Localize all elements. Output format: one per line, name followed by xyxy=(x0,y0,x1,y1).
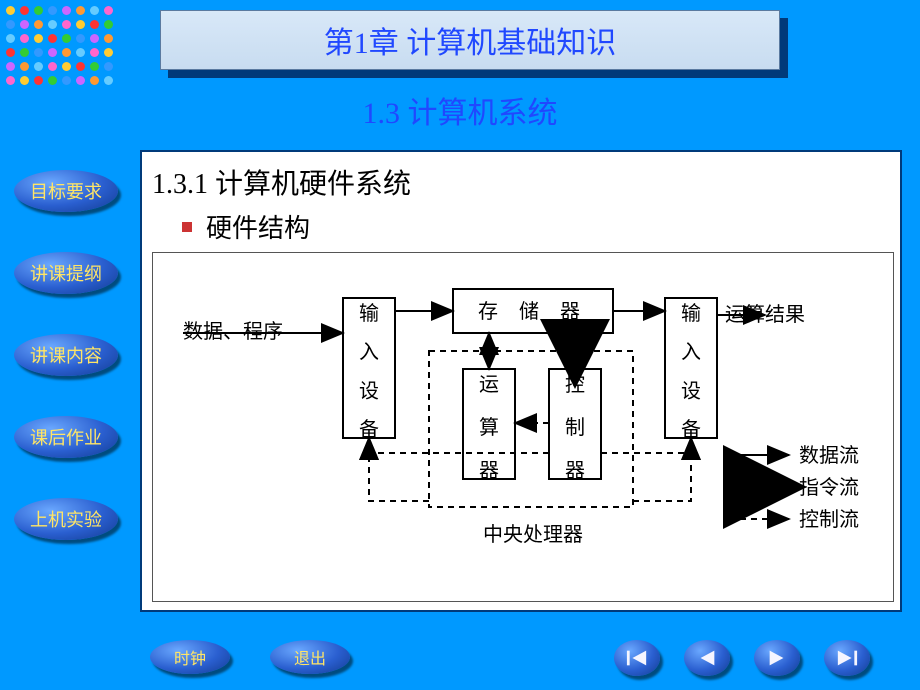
svg-text:数据、程序: 数据、程序 xyxy=(183,320,283,343)
nav-outline[interactable]: 讲课提纲 xyxy=(14,252,118,294)
sidebar-nav: 目标要求 讲课提纲 讲课内容 课后作业 上机实验 xyxy=(14,170,118,540)
exit-button[interactable]: 退出 xyxy=(270,640,350,674)
nav-goals[interactable]: 目标要求 xyxy=(14,170,118,212)
nav-homework[interactable]: 课后作业 xyxy=(14,416,118,458)
svg-text:制: 制 xyxy=(565,416,585,439)
svg-text:运: 运 xyxy=(479,374,499,396)
bottom-controls: 时钟 退出 xyxy=(150,640,350,674)
svg-text:器: 器 xyxy=(479,460,499,482)
nav-lab[interactable]: 上机实验 xyxy=(14,498,118,540)
decoration-dots xyxy=(6,6,115,87)
chapter-banner: 第1章 计算机基础知识 xyxy=(160,10,780,70)
clock-button[interactable]: 时钟 xyxy=(150,640,230,674)
svg-text:备: 备 xyxy=(681,418,701,441)
svg-text:备: 备 xyxy=(359,418,379,441)
svg-text:数据流: 数据流 xyxy=(799,444,859,467)
svg-text:指令流: 指令流 xyxy=(799,476,859,499)
hardware-structure-diagram: 数据、程序输入设备存 储 器运算器控制器输入设备运算结果中央处理器数据流指令流控… xyxy=(152,252,894,602)
svg-text:器: 器 xyxy=(565,460,585,482)
svg-text:中央处理器: 中央处理器 xyxy=(483,523,583,546)
bullet-text: 硬件结构 xyxy=(206,208,310,245)
nav-content[interactable]: 讲课内容 xyxy=(14,334,118,376)
svg-text:控制流: 控制流 xyxy=(799,508,859,531)
content-panel: 1.3.1 计算机硬件系统 硬件结构 数据、程序输入设备存 储 器运算器控制器输… xyxy=(140,150,902,612)
first-button[interactable] xyxy=(614,640,660,676)
svg-text:输: 输 xyxy=(359,302,379,325)
bullet-item: 硬件结构 xyxy=(142,208,900,245)
section-number-title: 1.3 计算机系统 xyxy=(0,88,920,132)
next-button[interactable] xyxy=(754,640,800,676)
subsection-title: 1.3.1 计算机硬件系统 xyxy=(142,152,900,208)
prev-button[interactable] xyxy=(684,640,730,676)
svg-text:设: 设 xyxy=(681,379,701,402)
svg-text:入: 入 xyxy=(681,342,701,364)
svg-text:输: 输 xyxy=(681,302,701,325)
chapter-title: 第1章 计算机基础知识 xyxy=(324,18,617,62)
media-controls xyxy=(614,640,870,676)
last-button[interactable] xyxy=(824,640,870,676)
svg-text:入: 入 xyxy=(359,342,379,364)
svg-text:控: 控 xyxy=(565,373,585,396)
svg-text:算: 算 xyxy=(479,416,499,439)
bullet-marker-icon xyxy=(182,222,192,232)
svg-text:存 储 器: 存 储 器 xyxy=(478,300,588,323)
svg-text:设: 设 xyxy=(359,379,379,402)
